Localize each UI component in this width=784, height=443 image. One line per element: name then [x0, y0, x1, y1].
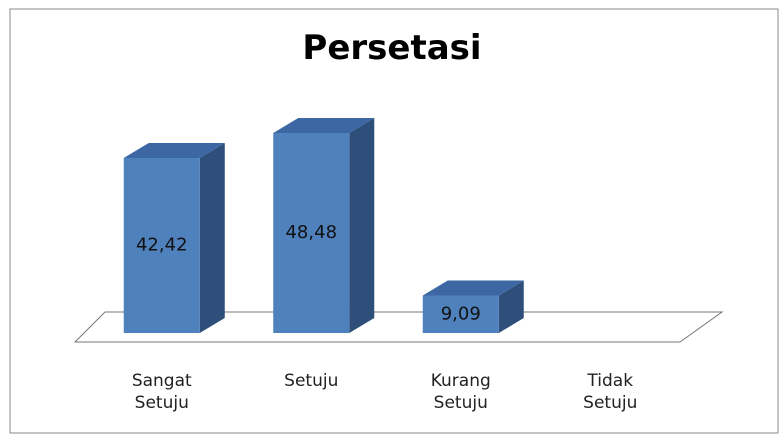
bar-front [422, 295, 499, 333]
x-tick-label: Sangat Setuju [131, 371, 192, 413]
x-tick-label: Kurang Setuju [430, 371, 491, 413]
bar [273, 118, 375, 333]
bar-top [123, 143, 225, 158]
x-tick-label: Setuju [284, 371, 339, 391]
bar-side [349, 118, 375, 333]
bar [422, 280, 524, 333]
bar [123, 143, 225, 333]
data-label: 42,42 [136, 235, 188, 256]
floor [73, 311, 724, 343]
bar-front [273, 133, 350, 333]
bar-top [273, 118, 375, 133]
bar-top [422, 280, 524, 296]
data-label: 48,48 [285, 222, 337, 243]
data-label: 9,09 [441, 303, 481, 324]
bar-front [123, 158, 200, 333]
x-tick-label: Tidak Setuju [583, 371, 638, 413]
bar-side [498, 280, 524, 333]
chart-title: Persetasi [302, 28, 482, 68]
bar-side [199, 143, 225, 333]
